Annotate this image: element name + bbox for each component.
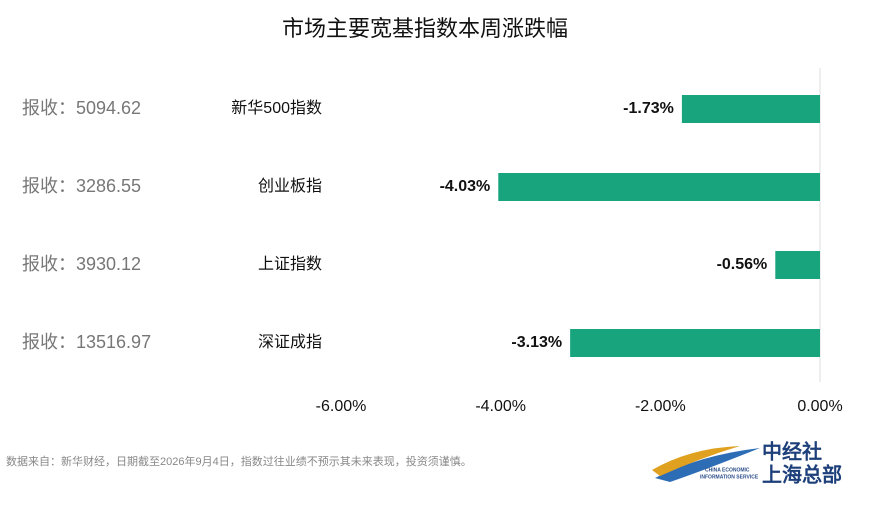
chart-title: 市场主要宽基指数本周涨跌幅 <box>282 16 568 41</box>
y-tick-label: 深证成指 <box>258 333 322 351</box>
logo: CHINA ECONOMIC INFORMATION SERVICE 中经社 上… <box>652 439 842 486</box>
logo-english: CHINA ECONOMIC <box>705 467 750 473</box>
logo-swoosh <box>652 446 740 476</box>
value-label: -0.56% <box>717 256 768 273</box>
x-tick-label: -2.00% <box>635 398 686 415</box>
bar <box>775 251 820 279</box>
logo-swoosh <box>655 448 760 482</box>
y-tick-label: 新华500指数 <box>231 99 322 117</box>
y-tick-label: 上证指数 <box>258 255 322 273</box>
close-label: 报收：3930.12 <box>22 254 141 274</box>
bar <box>570 329 820 357</box>
close-label: 报收：5094.62 <box>22 98 141 118</box>
close-label: 报收：13516.97 <box>22 332 151 352</box>
bar <box>681 95 820 123</box>
y-tick-label: 创业板指 <box>258 177 322 195</box>
value-label: -3.13% <box>511 334 562 351</box>
logo-english: INFORMATION SERVICE <box>700 474 759 480</box>
logo-subtitle: 上海总部 <box>762 462 842 486</box>
x-tick-label: -4.00% <box>475 398 526 415</box>
logo-name: 中经社 <box>762 439 822 463</box>
bar <box>498 173 820 201</box>
x-tick-label: 0.00% <box>797 398 842 415</box>
close-label: 报收：3286.55 <box>22 176 141 196</box>
value-label: -4.03% <box>440 178 491 195</box>
value-label: -1.73% <box>623 100 674 117</box>
x-tick-label: -6.00% <box>316 398 367 415</box>
source-note: 数据来自：新华财经，日期截至2026年9月4日，指数过往业绩不预示其未来表现，投… <box>6 454 472 468</box>
